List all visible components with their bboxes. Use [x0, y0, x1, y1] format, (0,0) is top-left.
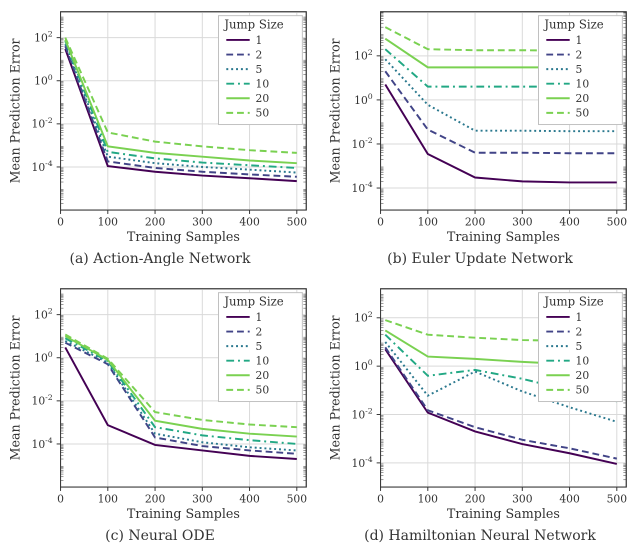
- subplot-grid: 010020030040050010-410-2100102Training S…: [0, 0, 640, 554]
- svg-text:10-2: 10-2: [32, 116, 53, 131]
- svg-text:100: 100: [418, 216, 439, 229]
- svg-text:500: 500: [607, 493, 628, 506]
- svg-text:Training Samples: Training Samples: [447, 229, 560, 244]
- svg-text:10-4: 10-4: [32, 436, 53, 451]
- svg-text:10-2: 10-2: [352, 136, 373, 151]
- svg-text:200: 200: [145, 216, 166, 229]
- svg-text:300: 300: [512, 493, 533, 506]
- legend-label-50: 50: [576, 384, 590, 397]
- svg-text:400: 400: [239, 216, 260, 229]
- svg-text:102: 102: [354, 310, 373, 325]
- svg-text:0: 0: [377, 493, 384, 506]
- caption-b: (b) Euler Update Network: [324, 247, 636, 271]
- plot-c-svg: 010020030040050010-410-2100102Training S…: [4, 281, 316, 524]
- plot-a-svg: 010020030040050010-410-2100102Training S…: [4, 4, 316, 247]
- svg-text:100: 100: [98, 493, 119, 506]
- svg-text:300: 300: [192, 216, 213, 229]
- subplot-c: 010020030040050010-410-2100102Training S…: [0, 277, 320, 554]
- legend-label-10: 10: [576, 78, 590, 91]
- svg-text:200: 200: [465, 216, 486, 229]
- svg-text:Mean Prediction Error: Mean Prediction Error: [328, 37, 343, 183]
- svg-text:Mean Prediction Error: Mean Prediction Error: [8, 314, 23, 460]
- legend-label-20: 20: [256, 369, 270, 382]
- legend-label-10: 10: [256, 355, 270, 368]
- legend-label-1: 1: [256, 311, 263, 324]
- caption-a: (a) Action-Angle Network: [4, 247, 316, 271]
- subplot-d: 010020030040050010-410-2100102Training S…: [320, 277, 640, 554]
- svg-text:0: 0: [57, 216, 64, 229]
- svg-text:Mean Prediction Error: Mean Prediction Error: [8, 37, 23, 183]
- svg-text:102: 102: [354, 48, 373, 63]
- svg-text:100: 100: [354, 358, 373, 373]
- legend-label-50: 50: [256, 384, 270, 397]
- plot-d-wrap: 010020030040050010-410-2100102Training S…: [324, 281, 636, 524]
- svg-text:300: 300: [192, 493, 213, 506]
- svg-text:400: 400: [559, 493, 580, 506]
- svg-text:10-4: 10-4: [352, 180, 373, 195]
- svg-text:400: 400: [239, 493, 260, 506]
- legend-label-20: 20: [576, 369, 590, 382]
- legend-label-10: 10: [576, 355, 590, 368]
- svg-text:500: 500: [287, 216, 308, 229]
- svg-text:100: 100: [418, 493, 439, 506]
- legend-label-5: 5: [256, 340, 263, 353]
- svg-text:100: 100: [354, 92, 373, 107]
- legend-label-50: 50: [576, 107, 590, 120]
- svg-text:400: 400: [559, 216, 580, 229]
- legend-label-2: 2: [256, 48, 263, 61]
- svg-text:102: 102: [34, 307, 53, 322]
- svg-text:500: 500: [607, 216, 628, 229]
- plot-b-svg: 010020030040050010-410-2100102Training S…: [324, 4, 636, 247]
- legend-label-1: 1: [576, 311, 583, 324]
- legend-title: Jump Size: [223, 294, 283, 308]
- legend-label-50: 50: [256, 107, 270, 120]
- svg-text:100: 100: [34, 350, 53, 365]
- plot-c-wrap: 010020030040050010-410-2100102Training S…: [4, 281, 316, 524]
- legend-label-2: 2: [256, 325, 263, 338]
- legend-label-20: 20: [576, 92, 590, 105]
- plot-a-wrap: 010020030040050010-410-2100102Training S…: [4, 4, 316, 247]
- legend-label-1: 1: [256, 34, 263, 47]
- svg-text:10-4: 10-4: [352, 455, 373, 470]
- svg-text:10-2: 10-2: [32, 393, 53, 408]
- legend-label-5: 5: [576, 63, 583, 76]
- svg-text:200: 200: [145, 493, 166, 506]
- svg-text:0: 0: [57, 493, 64, 506]
- legend-label-10: 10: [256, 78, 270, 91]
- plot-b-wrap: 010020030040050010-410-2100102Training S…: [324, 4, 636, 247]
- legend-label-2: 2: [576, 48, 583, 61]
- svg-text:10-2: 10-2: [352, 407, 373, 422]
- legend-label-1: 1: [576, 34, 583, 47]
- legend-label-5: 5: [576, 340, 583, 353]
- svg-text:Mean Prediction Error: Mean Prediction Error: [328, 314, 343, 460]
- svg-text:100: 100: [34, 73, 53, 88]
- legend-label-2: 2: [576, 325, 583, 338]
- subplot-a: 010020030040050010-410-2100102Training S…: [0, 0, 320, 277]
- svg-text:10-4: 10-4: [32, 159, 53, 174]
- svg-text:300: 300: [512, 216, 533, 229]
- figure: 010020030040050010-410-2100102Training S…: [0, 0, 640, 554]
- legend-label-20: 20: [256, 92, 270, 105]
- svg-text:100: 100: [98, 216, 119, 229]
- svg-text:Training Samples: Training Samples: [127, 229, 240, 244]
- caption-c: (c) Neural ODE: [4, 524, 316, 548]
- svg-text:500: 500: [287, 493, 308, 506]
- plot-d-svg: 010020030040050010-410-2100102Training S…: [324, 281, 636, 524]
- svg-text:200: 200: [465, 493, 486, 506]
- svg-text:0: 0: [377, 216, 384, 229]
- svg-text:Training Samples: Training Samples: [127, 506, 240, 521]
- legend-title: Jump Size: [543, 17, 603, 31]
- caption-d: (d) Hamiltonian Neural Network: [324, 524, 636, 548]
- legend-title: Jump Size: [223, 17, 283, 31]
- svg-text:102: 102: [34, 30, 53, 45]
- subplot-b: 010020030040050010-410-2100102Training S…: [320, 0, 640, 277]
- legend-title: Jump Size: [543, 294, 603, 308]
- legend-label-5: 5: [256, 63, 263, 76]
- svg-text:Training Samples: Training Samples: [447, 506, 560, 521]
